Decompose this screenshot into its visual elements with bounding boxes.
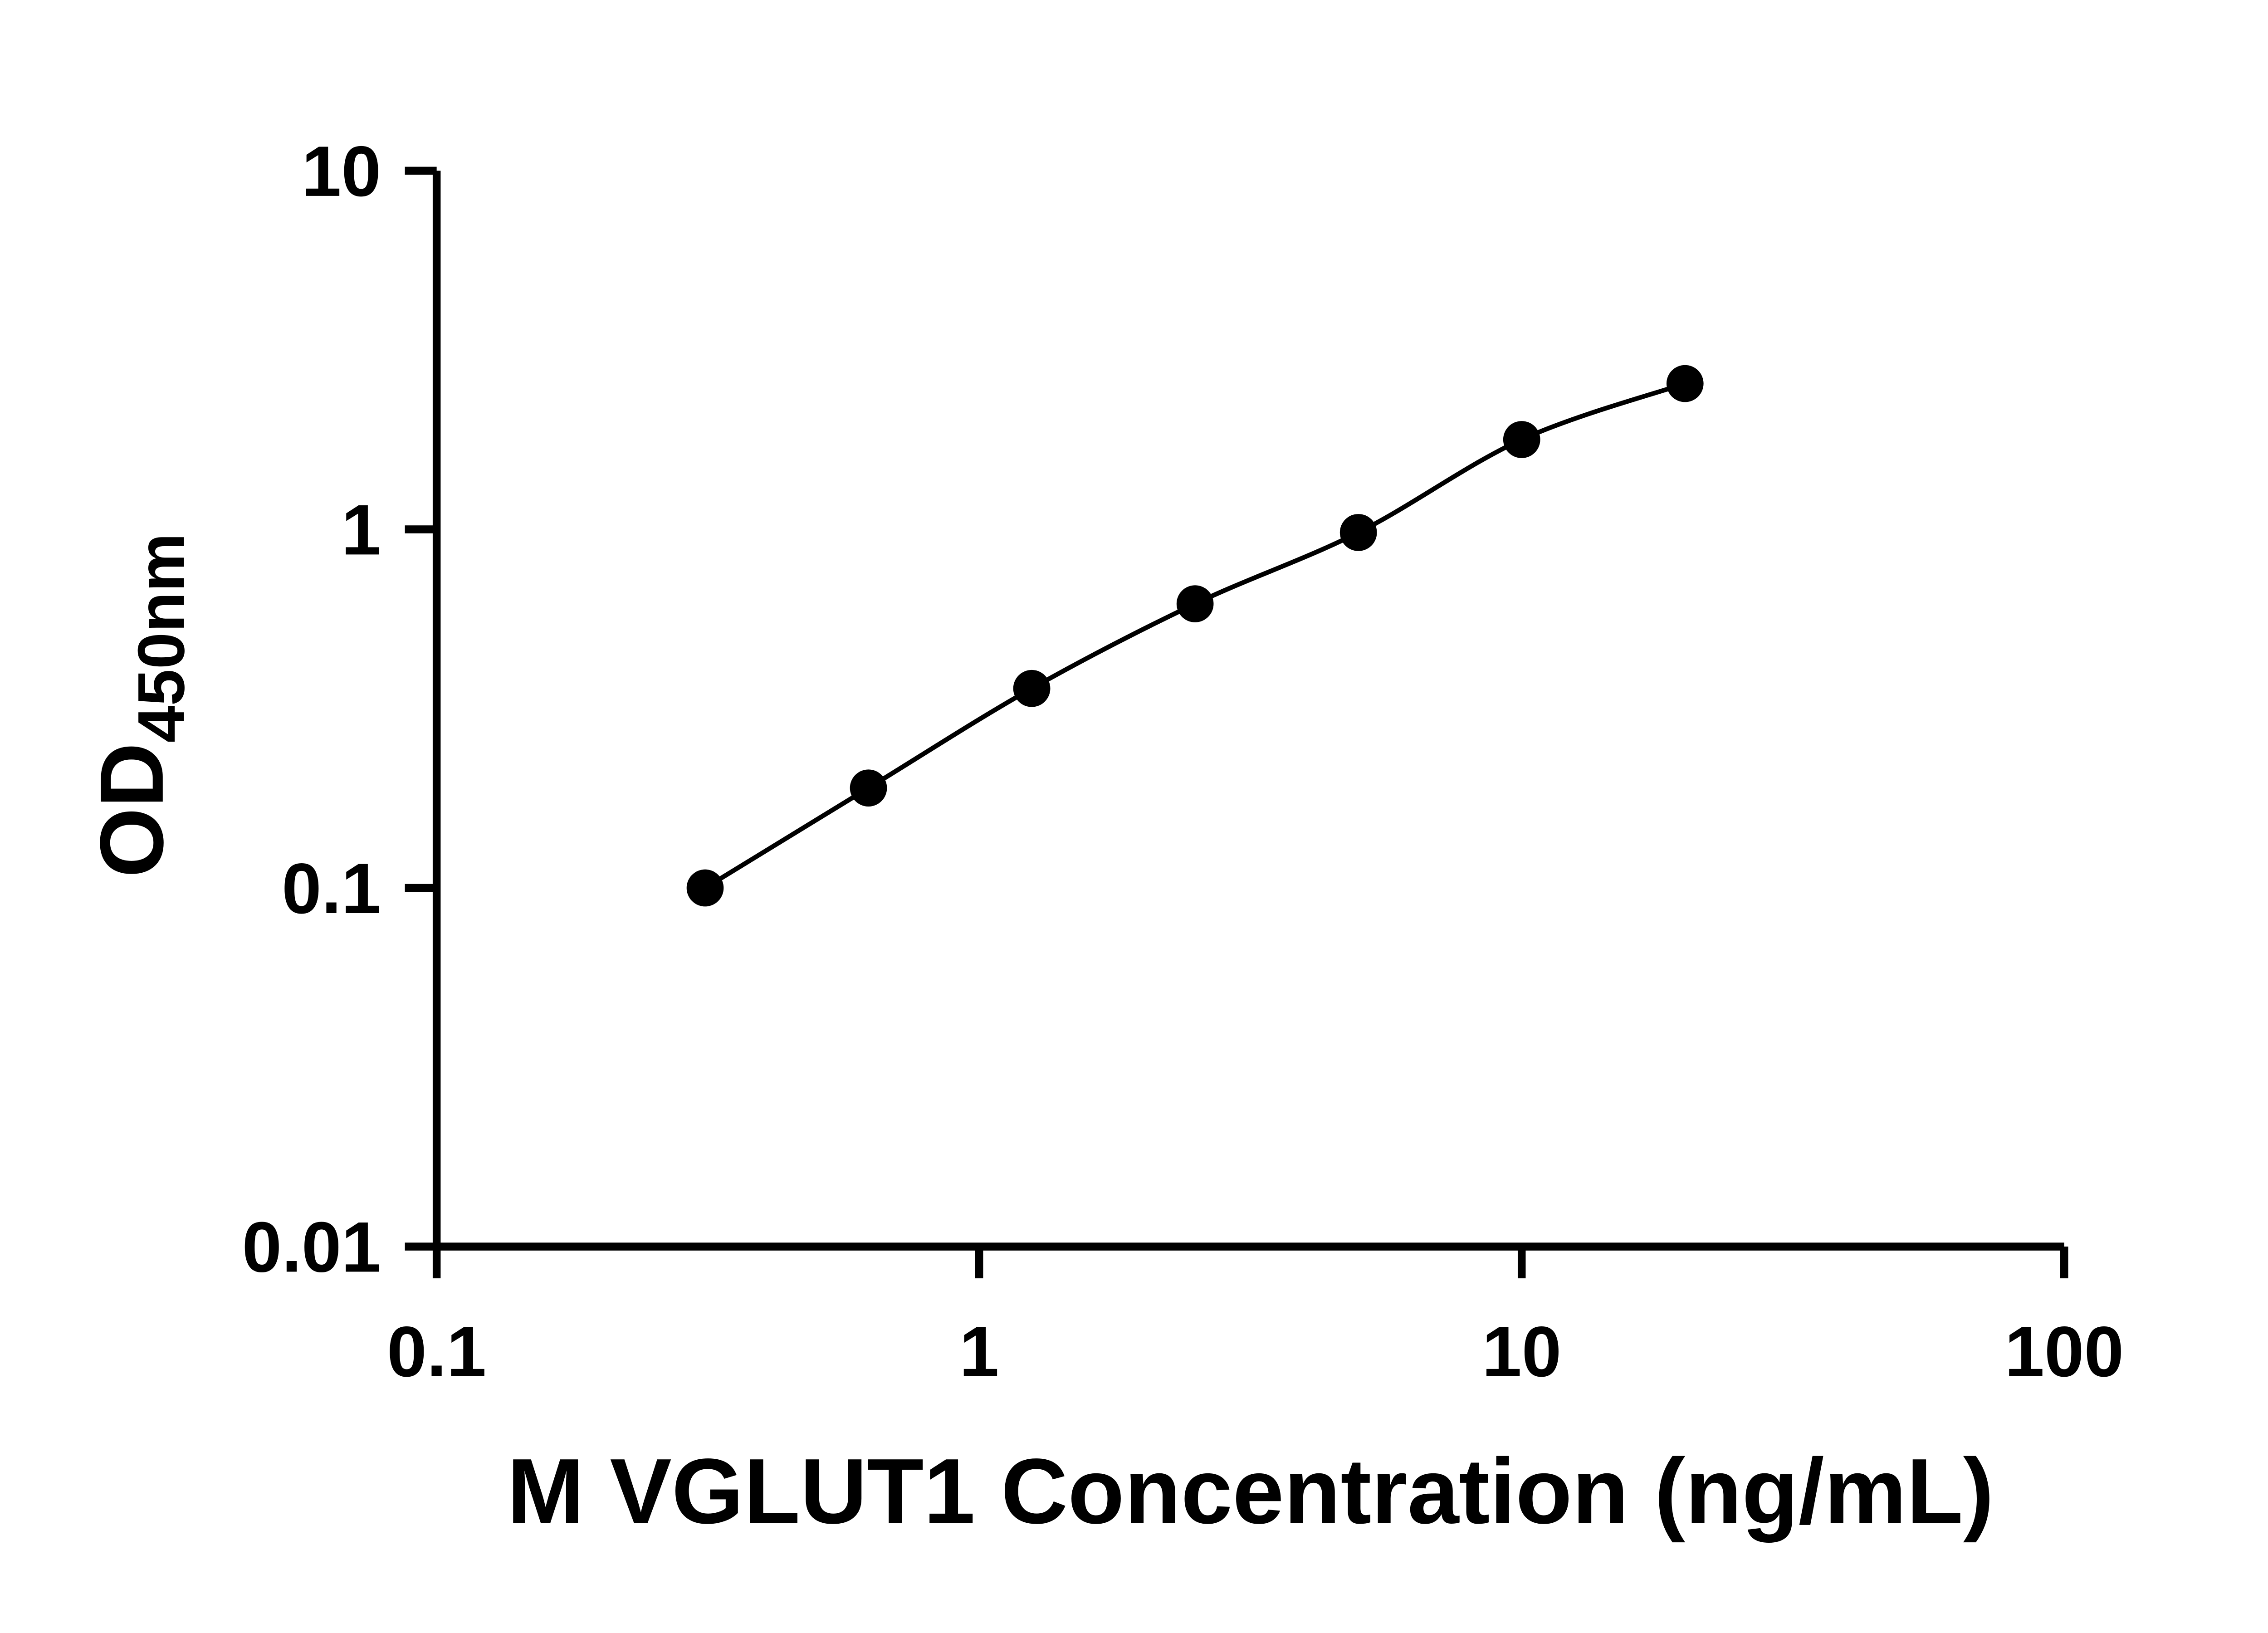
data-point [686, 869, 724, 907]
y-axis-tick-label: 0.01 [242, 1208, 381, 1287]
data-point [1013, 670, 1051, 707]
data-point [1339, 514, 1377, 551]
data-point [1666, 365, 1704, 402]
data-point [850, 769, 887, 807]
data-point [1503, 421, 1540, 458]
data-point [1176, 585, 1214, 622]
y-axis-title-subscript: 450nm [124, 533, 198, 743]
y-axis-tick-label: 1 [342, 490, 381, 570]
x-axis-tick-label: 100 [2004, 1312, 2124, 1392]
x-axis-tick-label: 10 [1482, 1312, 1561, 1392]
x-axis-tick-label: 0.1 [387, 1312, 486, 1392]
y-axis-title-main: OD [82, 743, 182, 878]
x-axis-title: M VGLUT1 Concentration (ng/mL) [507, 1440, 1994, 1543]
y-axis-tick-label: 0.1 [282, 849, 381, 929]
x-axis-tick-label: 1 [959, 1312, 999, 1392]
y-axis-title: OD450nm [82, 533, 198, 878]
standard-curve-line [704, 381, 1686, 890]
y-axis-tick-label: 10 [302, 132, 381, 211]
axes-spine [432, 171, 2064, 1251]
